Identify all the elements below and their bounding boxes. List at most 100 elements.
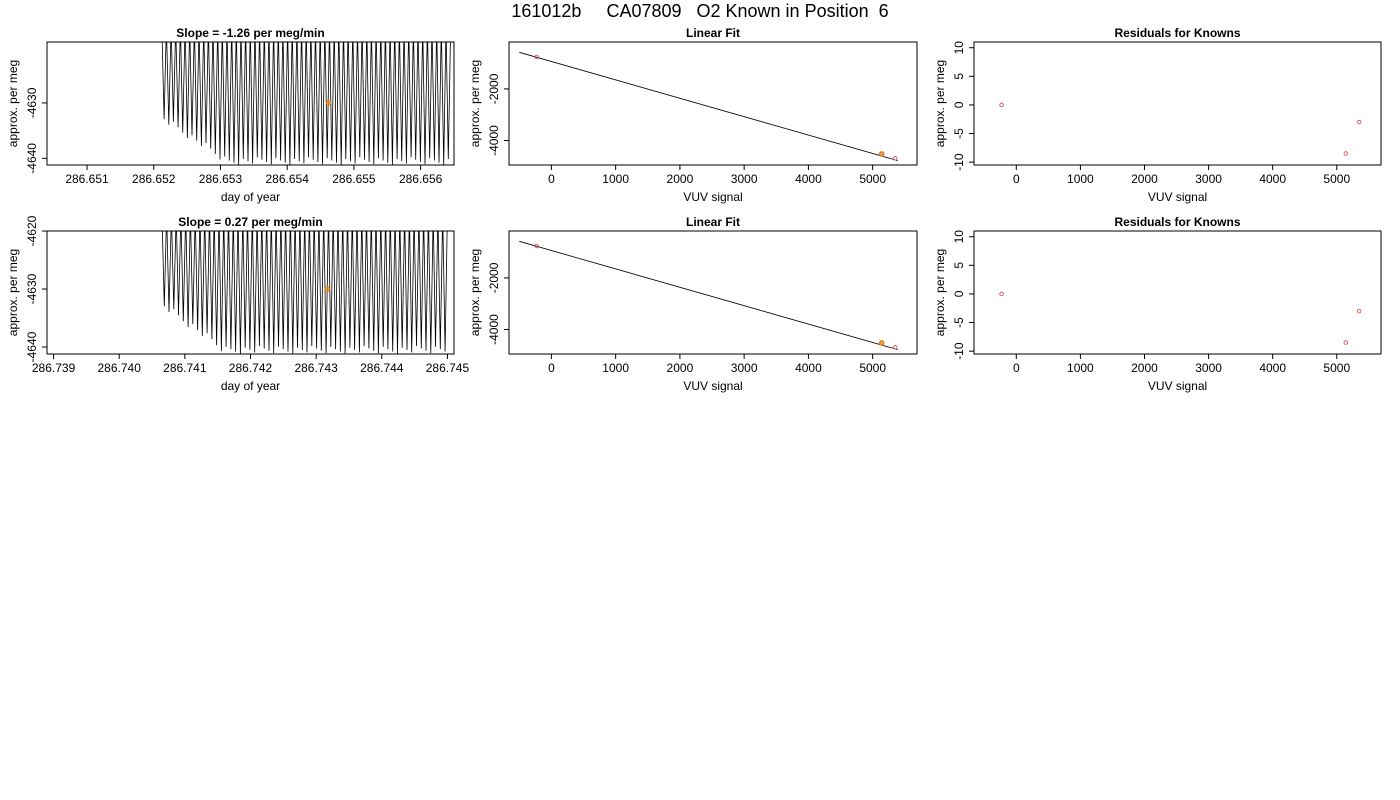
x-tick-label: 0 bbox=[548, 172, 555, 186]
chart-title: Residuals for Knowns bbox=[1114, 26, 1240, 40]
plot-area bbox=[519, 51, 898, 162]
known-data-point bbox=[1343, 151, 1348, 156]
y-tick-label: -4640 bbox=[25, 143, 39, 174]
chart-title: Linear Fit bbox=[686, 215, 740, 229]
chart-panel-row2-timeseries: Slope = 0.27 per meg/min 286.739 286.740 28… bbox=[6, 215, 470, 393]
x-tick-label: 286.741 bbox=[163, 361, 207, 375]
x-tick-label: 286.654 bbox=[266, 172, 310, 186]
x-axis-label: day of year bbox=[221, 190, 280, 204]
data-trace-line bbox=[161, 231, 448, 354]
plot-frame bbox=[973, 230, 1382, 355]
plot-frame bbox=[508, 230, 918, 355]
known-data-point bbox=[534, 243, 539, 249]
y-tick-label: 5 bbox=[952, 262, 966, 269]
y-tick-label: -4630 bbox=[25, 87, 39, 118]
plot-area bbox=[519, 240, 898, 351]
x-tick-label: 286.743 bbox=[294, 361, 338, 375]
plot-area bbox=[999, 102, 1362, 156]
y-axis-label: approx. per meg bbox=[933, 249, 947, 336]
x-tick-label: 286.651 bbox=[65, 172, 109, 186]
x-tick-label: 3000 bbox=[731, 172, 758, 186]
x-tick-label: 5000 bbox=[1323, 172, 1350, 186]
x-tick-label: 286.653 bbox=[199, 172, 243, 186]
known-data-point bbox=[892, 156, 898, 161]
y-tick-label: -5 bbox=[952, 128, 966, 139]
y-tick-label: -10 bbox=[952, 153, 966, 171]
x-tick-label: 286.656 bbox=[399, 172, 443, 186]
x-tick-label: 286.740 bbox=[98, 361, 142, 375]
x-axis-label: VUV signal bbox=[683, 379, 742, 393]
highlight-data-point bbox=[325, 100, 332, 106]
x-tick-label: 5000 bbox=[859, 172, 886, 186]
x-axis-label: day of year bbox=[221, 379, 280, 393]
y-tick-label: -4640 bbox=[25, 331, 39, 362]
highlight-data-point bbox=[878, 340, 885, 346]
y-tick-label: -2000 bbox=[487, 73, 501, 104]
x-tick-label: 3000 bbox=[1195, 172, 1222, 186]
chart-panel-row2-residuals: Residuals for Knowns 0 1000 2000 3000 4000 500… bbox=[933, 215, 1382, 393]
page-title: 161012b CA07809 O2 Known in Position 6 bbox=[511, 1, 889, 21]
y-tick-label: 10 bbox=[952, 41, 966, 55]
chart-panel-row2-linear-fit: Linear Fit 0 1000 2000 3000 4000 5000 -2000 -400… bbox=[468, 215, 918, 393]
plot-area bbox=[161, 231, 448, 354]
chart-panel-row1-linear-fit: Linear Fit 0 1000 2000 3000 4000 5000 -2000 -400… bbox=[468, 26, 918, 204]
highlight-data-point bbox=[324, 286, 331, 292]
plot-frame bbox=[46, 41, 455, 166]
x-tick-label: 2000 bbox=[1131, 361, 1158, 375]
plot-frame bbox=[508, 41, 918, 166]
known-data-point bbox=[999, 102, 1004, 108]
chart-panel-row1-residuals: Residuals for Knowns 0 1000 2000 3000 4000 500… bbox=[933, 26, 1382, 204]
x-tick-label: 286.745 bbox=[426, 361, 470, 375]
x-tick-label: 4000 bbox=[1259, 361, 1286, 375]
chart-title: Residuals for Knowns bbox=[1114, 215, 1240, 229]
y-tick-label: -2000 bbox=[487, 262, 501, 293]
y-axis-label: approx. per meg bbox=[468, 60, 482, 147]
y-axis-label: approx. per meg bbox=[468, 249, 482, 336]
chart-title: Slope = -1.26 per meg/min bbox=[176, 26, 324, 40]
plot-area bbox=[999, 291, 1362, 345]
y-axis-label: approx. per meg bbox=[933, 60, 947, 147]
x-tick-label: 4000 bbox=[795, 361, 822, 375]
x-tick-label: 3000 bbox=[731, 361, 758, 375]
x-tick-label: 2000 bbox=[667, 361, 694, 375]
y-tick-label: -5 bbox=[952, 317, 966, 328]
known-data-point bbox=[1356, 308, 1362, 314]
x-tick-label: 0 bbox=[1013, 172, 1020, 186]
x-tick-label: 286.739 bbox=[32, 361, 76, 375]
y-tick-label: -4000 bbox=[487, 125, 501, 156]
highlight-data-point bbox=[878, 151, 885, 157]
x-tick-label: 2000 bbox=[667, 172, 694, 186]
y-tick-label: 10 bbox=[952, 230, 966, 244]
x-tick-label: 286.744 bbox=[360, 361, 404, 375]
known-data-point bbox=[892, 345, 898, 350]
known-data-point bbox=[1356, 119, 1362, 125]
x-axis-label: VUV signal bbox=[1148, 190, 1207, 204]
data-trace-line bbox=[161, 42, 451, 165]
chart-title: Linear Fit bbox=[686, 26, 740, 40]
x-tick-label: 286.652 bbox=[132, 172, 176, 186]
known-data-point bbox=[1343, 340, 1348, 345]
plot-frame bbox=[973, 41, 1382, 166]
x-tick-label: 0 bbox=[1013, 361, 1020, 375]
x-tick-label: 4000 bbox=[1259, 172, 1286, 186]
chart-panel-row1-timeseries: Slope = -1.26 per meg/min 286.651 286.652 2… bbox=[6, 26, 455, 204]
x-tick-label: 286.655 bbox=[332, 172, 376, 186]
x-tick-label: 4000 bbox=[795, 172, 822, 186]
x-axis-label: VUV signal bbox=[1148, 379, 1207, 393]
x-axis-label: VUV signal bbox=[683, 190, 742, 204]
x-tick-label: 2000 bbox=[1131, 172, 1158, 186]
fit-line bbox=[519, 240, 898, 351]
x-tick-label: 1000 bbox=[602, 361, 629, 375]
x-tick-label: 1000 bbox=[1067, 172, 1094, 186]
y-tick-label: 0 bbox=[952, 101, 966, 108]
y-tick-label: -4000 bbox=[487, 314, 501, 345]
x-tick-label: 5000 bbox=[859, 361, 886, 375]
known-data-point bbox=[534, 54, 539, 60]
y-tick-label: -4630 bbox=[25, 273, 39, 304]
y-tick-label: -4620 bbox=[25, 215, 39, 246]
x-tick-label: 1000 bbox=[602, 172, 629, 186]
known-data-point bbox=[999, 291, 1004, 297]
fit-line bbox=[519, 51, 898, 162]
x-tick-label: 5000 bbox=[1323, 361, 1350, 375]
